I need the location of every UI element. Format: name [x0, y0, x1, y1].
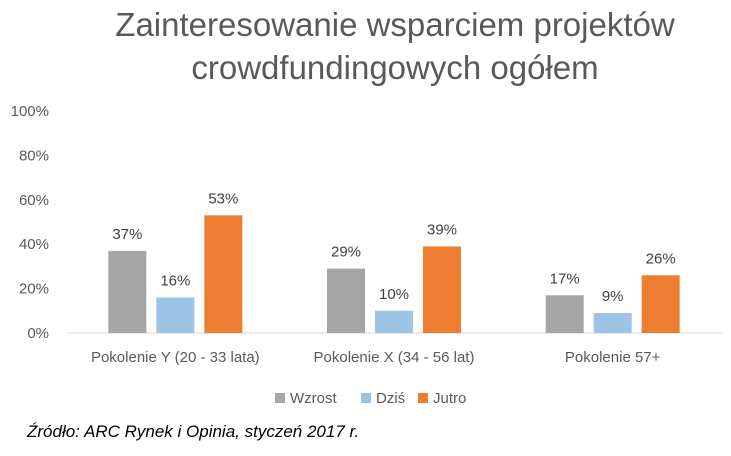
- y-tick-label: 40%: [19, 236, 49, 253]
- bar-jutro: [423, 246, 461, 333]
- y-tick-label: 20%: [19, 281, 49, 298]
- bar-wzrost: [327, 268, 365, 333]
- bar-jutro: [204, 215, 243, 333]
- bar-dziś: [593, 313, 632, 333]
- data-label: 39%: [427, 221, 457, 238]
- legend-swatch: [361, 393, 371, 403]
- y-tick-label: 0%: [27, 325, 49, 342]
- data-label: 16%: [160, 272, 190, 289]
- y-tick-label: 80%: [19, 147, 49, 164]
- legend-label: Dziś: [376, 390, 405, 407]
- data-label: 26%: [646, 250, 676, 267]
- bar-jutro: [641, 275, 680, 333]
- legend-swatch: [418, 393, 428, 403]
- data-label: 10%: [379, 286, 409, 303]
- category-label: Pokolenie X (34 - 56 lat): [314, 349, 475, 366]
- bar-dziś: [156, 297, 195, 333]
- chart-title-line-2: crowdfundingowych ogółem: [191, 49, 598, 86]
- data-label: 9%: [602, 288, 624, 305]
- legend-label: Jutro: [433, 390, 466, 407]
- category-label: Pokolenie Y (20 - 33 lata): [91, 349, 260, 366]
- category-label: Pokolenie 57+: [565, 349, 661, 366]
- bar-wzrost: [545, 295, 584, 333]
- y-tick-label: 100%: [11, 103, 49, 120]
- x-axis-labels: Pokolenie Y (20 - 33 lata) Pokolenie X (3…: [91, 349, 661, 366]
- legend: Wzrost Dziś Jutro: [275, 390, 466, 407]
- bar-dziś: [375, 310, 413, 333]
- data-label: 53%: [208, 190, 238, 207]
- legend-swatch: [275, 393, 285, 403]
- source-note: Źródło: ARC Rynek i Opinia, styczeń 2017…: [27, 422, 360, 441]
- data-label: 29%: [331, 244, 361, 261]
- y-axis: 0% 20% 40% 60% 80% 100%: [11, 103, 49, 342]
- bar-wzrost: [108, 250, 147, 333]
- chart-title-line-1: Zainteresowanie wsparciem projektów: [115, 6, 675, 43]
- data-label: 37%: [112, 226, 142, 243]
- y-tick-label: 60%: [19, 192, 49, 209]
- data-label: 17%: [550, 270, 580, 287]
- legend-label: Wzrost: [290, 390, 337, 407]
- bars: 37% 16% 53% 29% 10% 39% 17% 9% 26%: [108, 190, 680, 333]
